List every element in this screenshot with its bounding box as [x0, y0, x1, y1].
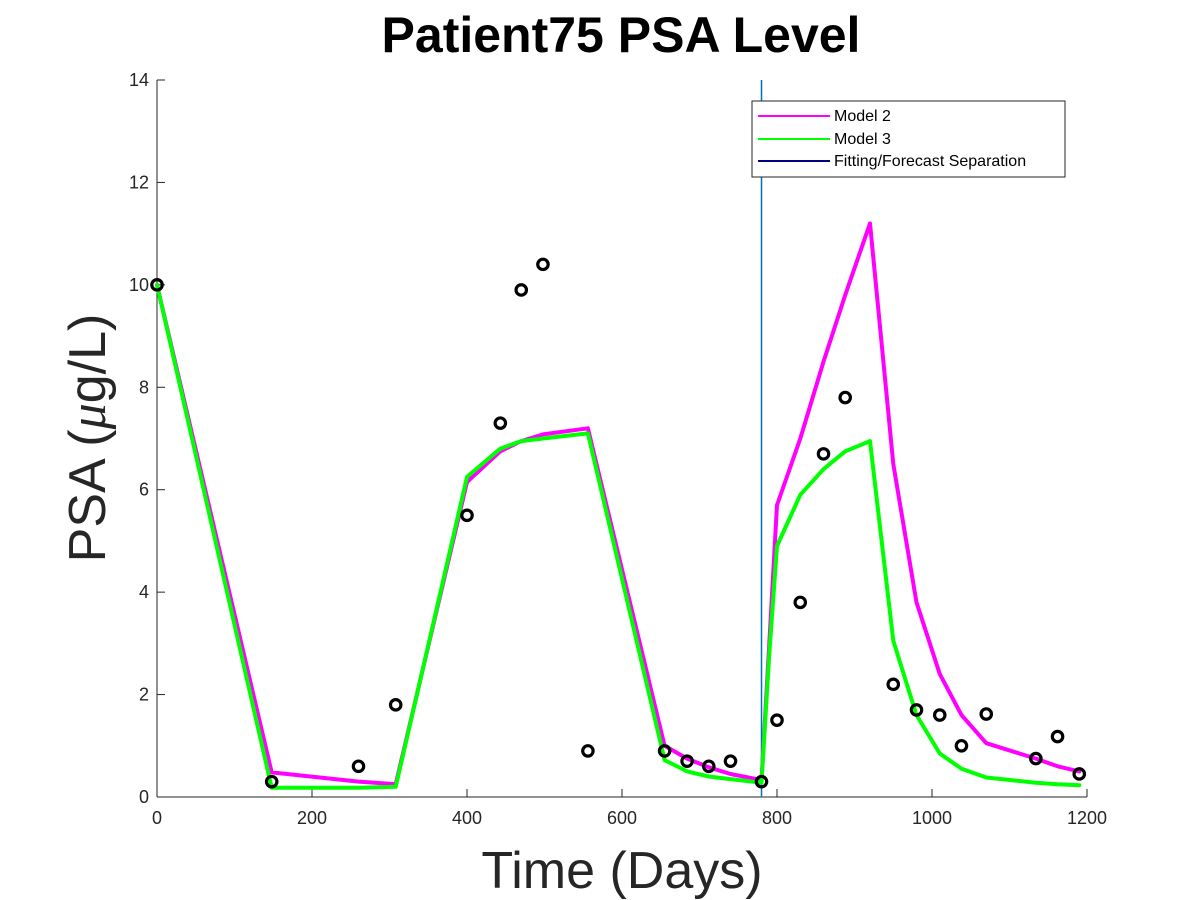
y-tick-label: 8: [139, 377, 149, 397]
y-tick-label: 4: [139, 582, 149, 602]
x-tick-label: 400: [452, 808, 482, 828]
observation-point: [493, 416, 508, 430]
observation-point: [701, 759, 716, 774]
x-tick-label: 1000: [912, 808, 952, 828]
x-tick-label: 1200: [1067, 808, 1107, 828]
observation-point: [793, 595, 808, 610]
observation-point: [979, 707, 994, 721]
chart-title: Patient75 PSA Level: [382, 7, 861, 63]
observation-point: [1072, 767, 1087, 781]
y-axis-label-prefix: PSA (: [59, 429, 117, 563]
legend: Model 2 Model 3 Fitting/Forecast Separat…: [751, 100, 1066, 178]
observation-point: [150, 278, 164, 292]
x-tick-label: 0: [152, 808, 162, 828]
observation-point: [770, 713, 784, 727]
observation-point: [388, 698, 403, 712]
y-axis-label-suffix: g/L): [59, 314, 117, 404]
x-tick-label: 600: [607, 808, 637, 828]
observation-point: [460, 508, 474, 523]
observation-point: [954, 738, 969, 753]
observation-point: [932, 708, 947, 722]
plot-area: 0 200 400 600 800 1000 1200 0 2 4 6 8 10 12 14: [129, 70, 1107, 828]
observation-point: [1029, 751, 1043, 766]
x-tick-label: 200: [297, 808, 327, 828]
y-tick-label: 6: [139, 480, 149, 500]
legend-label-model-3: Model 3: [834, 131, 891, 148]
observation-point: [351, 759, 366, 774]
observation-point: [514, 283, 529, 297]
y-tick-label: 10: [129, 275, 149, 295]
legend-label-separation: Fitting/Forecast Separation: [834, 153, 1026, 170]
x-axis-ticks: 0 200 400 600 800 1000 1200: [152, 789, 1107, 828]
observation-point: [754, 774, 769, 789]
observation-point: [1050, 729, 1065, 744]
observation-point: [723, 754, 738, 768]
observation-point: [536, 257, 550, 272]
y-tick-label: 14: [129, 70, 149, 90]
observation-point: [816, 447, 831, 461]
observation-point: [581, 744, 595, 758]
y-axis-label: PSA (μg/L): [59, 314, 117, 563]
observation-markers: [150, 257, 1087, 789]
y-tick-label: 12: [129, 172, 149, 192]
y-tick-label: 2: [139, 685, 149, 705]
observation-point: [838, 390, 852, 405]
legend-label-model-2: Model 2: [834, 108, 891, 125]
observation-point: [680, 754, 694, 768]
observation-point: [657, 744, 672, 758]
y-tick-label: 0: [139, 787, 149, 807]
y-axis-label-mu: μ: [60, 403, 117, 430]
observation-point: [264, 774, 279, 789]
series-line-model-3: [155, 282, 1082, 790]
observation-point: [886, 677, 901, 692]
series-lines: [155, 221, 1082, 790]
observation-point: [909, 703, 924, 717]
y-axis-ticks: 0 2 4 6 8 10 12 14: [129, 70, 165, 807]
x-axis-label: Time (Days): [481, 842, 762, 900]
x-tick-label: 800: [762, 808, 792, 828]
